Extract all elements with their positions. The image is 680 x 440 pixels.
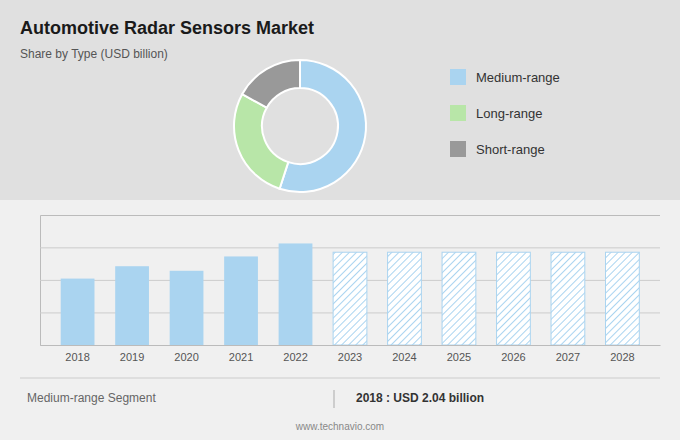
legend-label: Short-range xyxy=(476,142,545,157)
annotation: www.technavio.com xyxy=(295,421,384,432)
bar xyxy=(115,266,149,345)
hatched-bar xyxy=(388,252,422,345)
x-tick: 2024 xyxy=(392,345,416,363)
x-tick-label: 2018 xyxy=(65,351,89,363)
x-axis-line xyxy=(41,345,661,346)
legend-label: Medium-range xyxy=(476,70,560,85)
grid-line xyxy=(40,247,660,248)
legend-label: Long-range xyxy=(476,106,543,121)
subtitle: Share by Type (USD billion) xyxy=(20,47,168,61)
x-tick-label: 2028 xyxy=(610,351,634,363)
x-tick-label: 2026 xyxy=(501,351,525,363)
x-tick-label: 2019 xyxy=(120,351,144,363)
x-tick: 2021 xyxy=(229,345,253,363)
background xyxy=(0,0,680,440)
x-tick: 2019 xyxy=(120,345,144,363)
annotation: Medium-range Segment xyxy=(27,391,156,405)
x-tick-label: 2025 xyxy=(447,351,471,363)
x-tick: 2023 xyxy=(338,345,362,363)
bar xyxy=(279,243,313,345)
bar xyxy=(170,271,204,345)
y-axis xyxy=(40,216,660,346)
annotation: 2018 : USD 2.04 billion xyxy=(356,391,484,405)
donut-slice xyxy=(234,94,288,189)
x-tick-label: 2023 xyxy=(338,351,362,363)
x-tick-label: 2020 xyxy=(174,351,198,363)
x-tick-label: 2024 xyxy=(392,351,416,363)
x-tick-label: 2021 xyxy=(229,351,253,363)
legend-swatch xyxy=(450,105,466,121)
bars xyxy=(61,243,640,345)
legend-swatch xyxy=(450,141,466,157)
x-tick: 2026 xyxy=(501,345,525,363)
legend-item: Long-range xyxy=(450,105,543,121)
y-tick xyxy=(40,247,660,248)
x-tick: 2022 xyxy=(283,345,307,363)
legend-item: Short-range xyxy=(450,141,545,157)
hatched-bar xyxy=(606,252,640,345)
legend: Medium-range Long-range Short-range xyxy=(450,69,560,157)
x-tick: 2025 xyxy=(447,345,471,363)
bar xyxy=(61,279,95,345)
hatched-bar xyxy=(442,252,476,345)
x-tick: 2020 xyxy=(174,345,198,363)
y-axis-line xyxy=(41,216,661,346)
donut xyxy=(234,60,366,192)
x-tick-label: 2022 xyxy=(283,351,307,363)
top-background xyxy=(0,0,680,200)
title: Automotive Radar Sensors Market xyxy=(20,18,314,38)
hatched-bar xyxy=(551,252,585,345)
donut-slice xyxy=(242,60,300,108)
bar xyxy=(224,256,258,345)
legend-item: Medium-range xyxy=(450,69,560,85)
x-tick-label: 2027 xyxy=(556,351,580,363)
footer-divider xyxy=(334,390,335,408)
footer-separator xyxy=(20,378,660,379)
hatched-bar xyxy=(333,252,367,345)
x-tick: 2018 xyxy=(65,345,89,363)
x-axis: 2018 2019 2020 2021 2022 2023 2024 2025 2026 2027… xyxy=(41,345,661,363)
x-tick: 2028 xyxy=(610,345,634,363)
chart-root: Automotive Radar Sensors Market Share by … xyxy=(0,0,680,440)
legend-swatch xyxy=(450,69,466,85)
x-tick: 2027 xyxy=(556,345,580,363)
hatched-bar xyxy=(497,252,531,345)
